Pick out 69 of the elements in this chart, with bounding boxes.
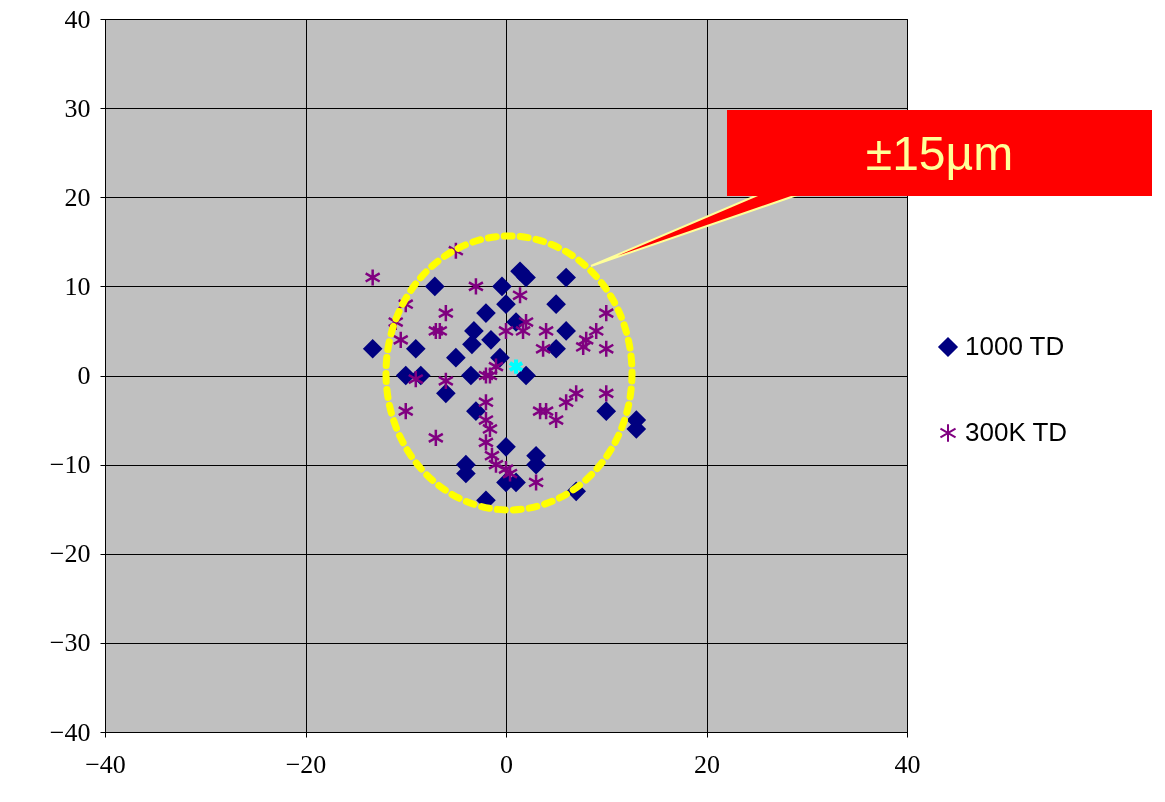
point — [596, 401, 616, 421]
x-tick-label: 40 — [894, 749, 921, 779]
point — [392, 330, 409, 350]
point — [427, 428, 445, 448]
point — [537, 321, 555, 341]
point — [407, 369, 425, 389]
point — [534, 339, 552, 359]
y-tick-label: 40 — [64, 4, 91, 34]
point — [427, 321, 445, 341]
y-tick-label: −10 — [49, 450, 91, 480]
y-tick-label: 30 — [64, 93, 91, 123]
point — [446, 348, 466, 367]
point — [467, 277, 485, 296]
point — [436, 384, 456, 403]
y-tick-label: 0 — [77, 361, 91, 390]
point — [437, 371, 455, 391]
point — [364, 268, 381, 287]
y-tick-label: −40 — [49, 717, 91, 747]
point — [396, 366, 416, 385]
point — [546, 294, 566, 314]
point — [597, 339, 615, 359]
point — [481, 419, 499, 439]
point — [363, 339, 382, 359]
legend-label: 300K TD — [965, 417, 1068, 447]
point — [567, 384, 585, 403]
x-tick-label: −40 — [85, 749, 126, 779]
point — [477, 392, 495, 412]
point — [483, 446, 501, 466]
point — [587, 321, 605, 341]
x-tick-label: 20 — [694, 749, 720, 779]
point — [496, 437, 516, 457]
point — [507, 357, 525, 376]
x-tick-label: −20 — [285, 749, 327, 779]
point — [511, 285, 529, 305]
point — [516, 268, 536, 287]
point — [487, 357, 505, 376]
point — [406, 339, 426, 359]
point — [481, 330, 501, 350]
point — [597, 384, 615, 403]
y-tick-label: 10 — [64, 271, 91, 301]
x-tick-label: 0 — [500, 749, 513, 779]
legend-label: 1000 TD — [965, 331, 1065, 361]
point — [492, 277, 512, 296]
point — [574, 337, 592, 357]
point — [497, 321, 515, 341]
point — [516, 366, 536, 385]
point — [527, 473, 545, 492]
point — [476, 303, 496, 323]
point — [425, 277, 445, 296]
y-tick-label: 20 — [64, 182, 91, 212]
point — [556, 321, 576, 341]
point — [466, 401, 486, 421]
point — [481, 366, 499, 385]
point — [437, 303, 455, 323]
point — [496, 294, 516, 314]
point — [462, 334, 482, 354]
point — [477, 366, 495, 385]
point — [597, 303, 615, 323]
point — [397, 401, 415, 421]
point — [556, 268, 576, 287]
y-tick-label: −20 — [49, 539, 91, 569]
point — [557, 392, 575, 412]
point — [546, 339, 566, 359]
point — [514, 321, 532, 341]
y-tick-label: −30 — [49, 628, 91, 658]
point — [477, 433, 495, 452]
point — [431, 321, 449, 341]
point — [547, 410, 565, 430]
point — [461, 366, 481, 385]
